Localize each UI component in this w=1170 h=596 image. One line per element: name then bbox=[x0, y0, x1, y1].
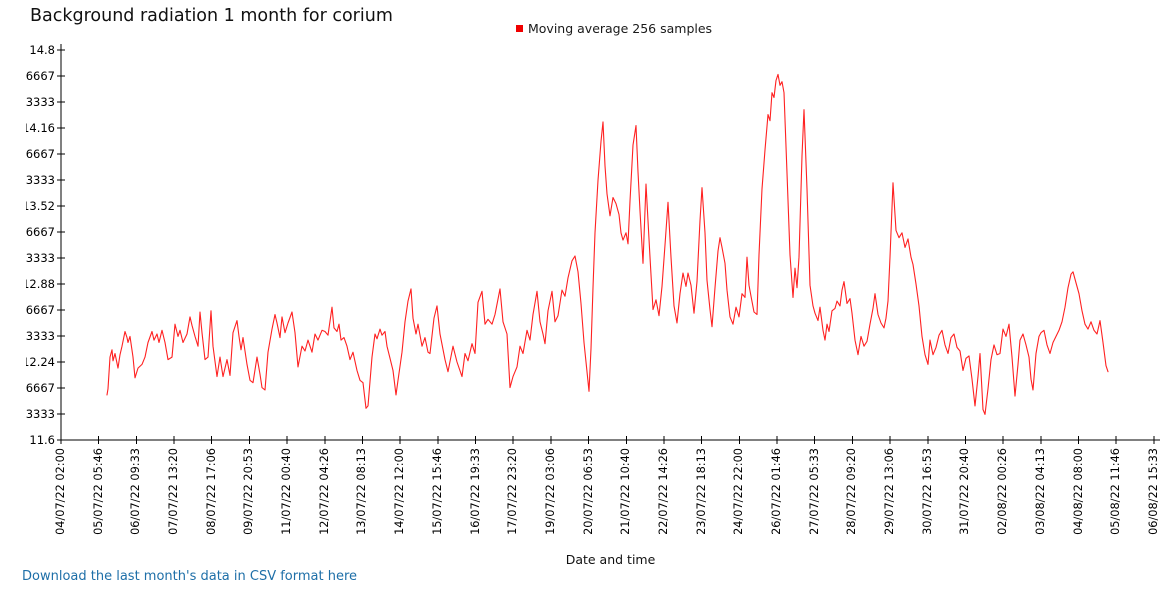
x-tick-label: 30/07/22 16:53 bbox=[920, 448, 934, 535]
x-tick-label: 08/07/22 17:06 bbox=[204, 448, 218, 535]
x-tick-label: 24/07/22 22:00 bbox=[732, 448, 746, 535]
y-tick-label: 11.6 bbox=[29, 433, 55, 447]
x-axis-title: Date and time bbox=[565, 552, 656, 567]
legend: Moving average 256 samples bbox=[516, 21, 712, 36]
legend-marker-icon bbox=[516, 25, 523, 32]
x-tick-label: 04/08/22 08:00 bbox=[1071, 448, 1085, 535]
csv-download-link[interactable]: Download the last month's data in CSV fo… bbox=[22, 569, 358, 584]
y-tick-label: 6667 bbox=[26, 69, 55, 83]
y-tick-label: 3333 bbox=[26, 95, 55, 109]
x-tick-label: 23/07/22 18:13 bbox=[694, 448, 708, 535]
series-line-moving-average bbox=[106, 73, 1109, 415]
x-tick-label: 29/07/22 13:06 bbox=[883, 448, 897, 535]
x-tick-label: 06/08/22 15:33 bbox=[1146, 448, 1160, 535]
legend-label: Moving average 256 samples bbox=[528, 21, 713, 36]
x-tick-label: 05/08/22 11:46 bbox=[1109, 448, 1123, 535]
x-tick-label: 17/07/22 23:20 bbox=[506, 448, 520, 535]
x-tick-label: 07/07/22 13:20 bbox=[167, 448, 181, 535]
x-tick-label: 16/07/22 19:33 bbox=[468, 448, 482, 535]
y-tick-label: 13.52 bbox=[26, 199, 55, 213]
x-tick-label: 13/07/22 08:13 bbox=[355, 448, 369, 535]
x-tick-label: 03/08/22 04:13 bbox=[1033, 448, 1047, 535]
x-tick-label: 31/07/22 20:40 bbox=[958, 448, 972, 535]
x-tick-label: 15/07/22 15:46 bbox=[430, 448, 444, 535]
x-tick-label: 22/07/22 14:26 bbox=[656, 448, 670, 535]
x-tick-label: 27/07/22 05:33 bbox=[807, 448, 821, 535]
y-tick-label: 6667 bbox=[26, 381, 55, 395]
x-tick-label: 14/07/22 12:00 bbox=[393, 448, 407, 535]
x-tick-label: 28/07/22 09:20 bbox=[845, 448, 859, 535]
y-tick-label: 14.16 bbox=[26, 121, 55, 135]
x-tick-label: 05/07/22 05:46 bbox=[91, 448, 105, 535]
y-tick-label: 6667 bbox=[26, 147, 55, 161]
x-tick-label: 09/07/22 20:53 bbox=[242, 448, 256, 535]
x-tick-label: 21/07/22 10:40 bbox=[619, 448, 633, 535]
y-tick-label: 6667 bbox=[26, 225, 55, 239]
x-tick-label: 04/07/22 02:00 bbox=[54, 448, 67, 535]
y-tick-label: 12.24 bbox=[26, 355, 55, 369]
x-tick-label: 20/07/22 06:53 bbox=[581, 448, 595, 535]
x-tick-label: 11/07/22 00:40 bbox=[280, 448, 294, 535]
x-tick-label: 26/07/22 01:46 bbox=[770, 448, 784, 535]
x-tick-label: 12/07/22 04:26 bbox=[317, 448, 331, 535]
x-tick-label: 02/08/22 00:26 bbox=[996, 448, 1010, 535]
y-tick-label: 6667 bbox=[26, 303, 55, 317]
y-tick-label: 3333 bbox=[26, 173, 55, 187]
y-tick-label: 3333 bbox=[26, 407, 55, 421]
y-tick-label: 3333 bbox=[26, 251, 55, 265]
y-tick-label: 12.88 bbox=[26, 277, 55, 291]
y-tick-label: 14.8 bbox=[29, 43, 55, 57]
page-title: Background radiation 1 month for corium bbox=[30, 6, 393, 26]
x-tick-label: 06/07/22 09:33 bbox=[129, 448, 143, 535]
x-tick-label: 19/07/22 03:06 bbox=[543, 448, 557, 535]
y-tick-label: 3333 bbox=[26, 329, 55, 343]
